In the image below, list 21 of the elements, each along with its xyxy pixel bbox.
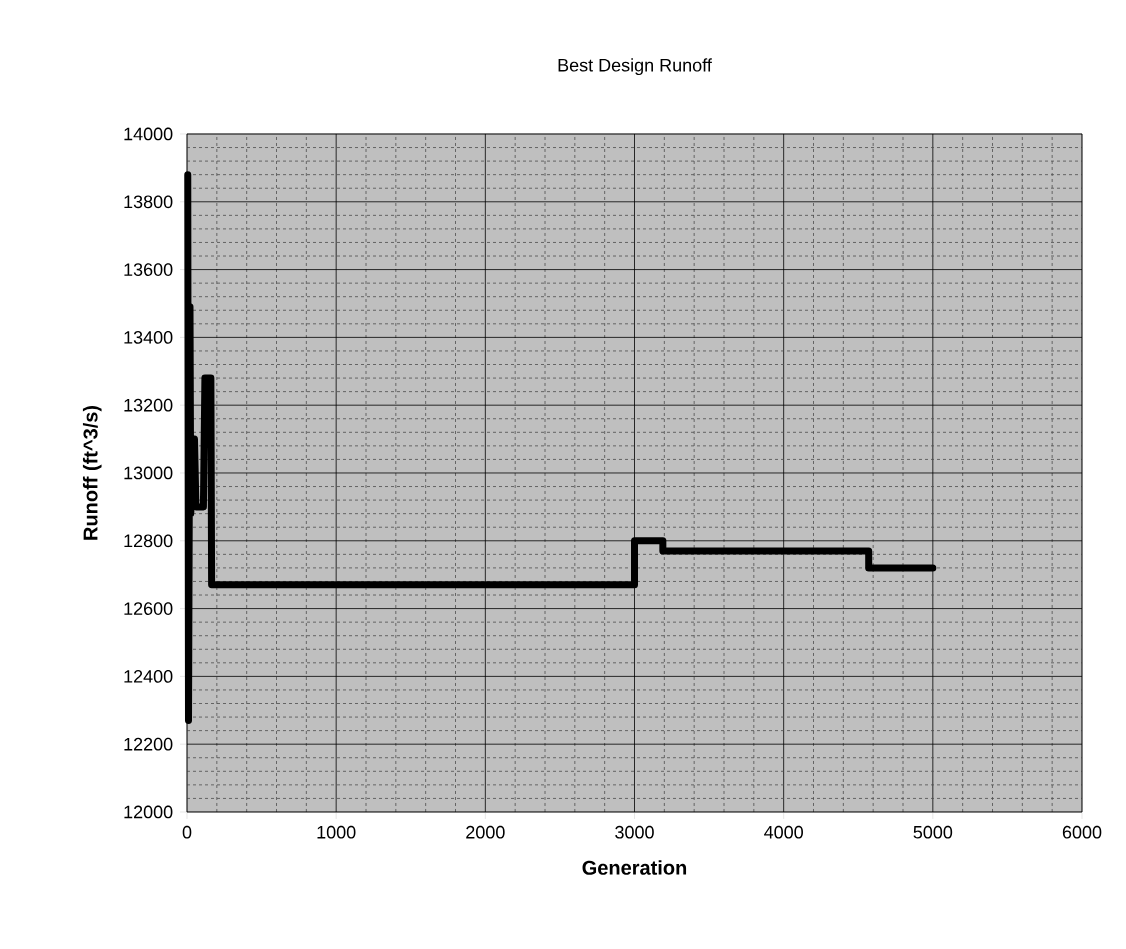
y-tick-label: 13200 [124,398,173,412]
x-tick-label: 4000 [764,825,803,839]
chart-title: Best Design Runoff [558,58,712,76]
y-tick-label: 12200 [124,737,173,751]
x-tick-label: 2000 [466,825,505,839]
x-tick-label: 3000 [615,825,654,839]
y-tick-label: 12800 [124,534,173,548]
x-axis-title: Generation [582,860,687,875]
y-tick-label: 14000 [124,127,173,141]
y-tick-label: 12000 [124,805,173,819]
y-axis-title: Runoff (ft^3/s) [82,405,102,540]
x-tick-label: 5000 [913,825,953,839]
x-tick-label: 1000 [317,825,356,839]
x-tick-label: 6000 [1062,825,1102,839]
y-tick-label: 13000 [124,466,173,480]
x-tick-label: 0 [182,825,192,839]
y-tick-label: 13600 [124,263,173,276]
y-tick-label: 13400 [124,331,173,344]
y-tick-label: 13800 [124,195,173,209]
y-tick-label: 12400 [124,670,173,683]
y-tick-label: 12600 [124,602,173,615]
